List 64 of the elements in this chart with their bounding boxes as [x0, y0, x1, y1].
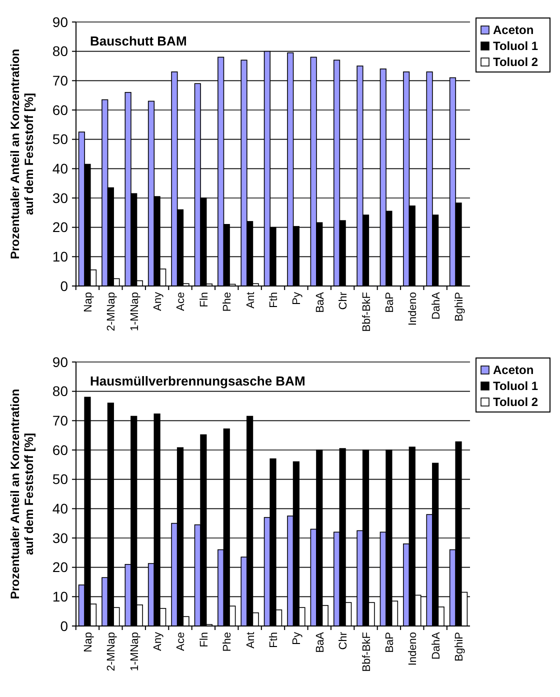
x-tick-label: BaA	[314, 291, 326, 313]
x-tick-label: Phe	[222, 632, 234, 652]
x-tick-label: Ace	[175, 632, 188, 651]
x-tick-label: Indeno	[407, 292, 420, 326]
y-tick-label: 0	[60, 618, 68, 634]
x-tick-label: DahA	[430, 631, 442, 660]
x-tick-label: Any	[152, 632, 164, 651]
x-tick-label: Any	[152, 292, 164, 311]
x-tick-label: BghiP	[454, 632, 466, 662]
legend-label: Aceton	[493, 363, 534, 377]
x-tick-label: Bbf-BkF	[360, 292, 373, 332]
x-tick-label: 1-MNap	[128, 292, 141, 332]
y-tick-label: 0	[60, 278, 68, 294]
y-tick-label: 70	[52, 72, 68, 89]
legend-label: Toluol 1	[493, 39, 538, 53]
x-tick-label: Py	[291, 632, 304, 645]
x-tick-label: Nap	[82, 632, 94, 652]
y-tick-label: 10	[52, 248, 68, 265]
x-tick-label: Ace	[175, 292, 188, 311]
x-tick-label: Chr	[338, 292, 350, 310]
x-tick-label: BaP	[384, 632, 396, 653]
x-tick-label: Fth	[268, 292, 280, 308]
y-tick-label: 40	[52, 160, 68, 177]
x-tick-label: Phe	[222, 292, 234, 312]
y-tick-label: 30	[52, 530, 68, 546]
y-tick-label: 20	[52, 559, 68, 576]
text: Hausmüllverbrennungsasche BAM	[90, 373, 306, 388]
y-tick-label: 10	[52, 588, 68, 605]
x-tick-label: BaA	[314, 631, 326, 653]
y-tick-label: 50	[52, 131, 68, 148]
y-tick-label: 60	[52, 102, 68, 118]
x-tick-label: Fln	[198, 632, 210, 648]
y-axis-title: Prozentualer Anteil an Konzentration auf dem Feststoff [%]	[8, 48, 36, 260]
x-tick-label: 2-MNap	[106, 632, 118, 672]
x-tick-label: Ant	[244, 292, 257, 309]
y-tick-label: 50	[52, 471, 68, 488]
y-tick-label: 40	[52, 500, 68, 517]
legend-label: Toluol 1	[493, 379, 538, 393]
y-tick-label: 30	[52, 190, 68, 206]
y-tick-label: 70	[52, 412, 68, 429]
x-tick-label: Indeno	[407, 632, 420, 666]
y-tick-label: 90	[52, 354, 68, 370]
legend-label: Aceton	[493, 23, 534, 37]
x-tick-label: Py	[291, 292, 304, 305]
x-tick-label: 2-MNap	[106, 292, 118, 332]
x-tick-label: DahA	[430, 291, 442, 320]
y-tick-label: 80	[52, 383, 68, 400]
x-tick-label: BaP	[384, 292, 396, 313]
x-tick-label: Chr	[338, 632, 350, 650]
text: Bauschutt BAM	[90, 33, 187, 48]
y-tick-label: 90	[52, 14, 68, 30]
x-tick-label: Nap	[82, 292, 94, 312]
y-axis-title: Prozentualer Anteil an Konzentration auf dem Feststoff [%]	[8, 388, 36, 600]
x-tick-label: Ant	[244, 632, 257, 649]
x-tick-label: Fln	[198, 292, 210, 308]
x-tick-label: BghiP	[454, 292, 466, 322]
y-tick-label: 80	[52, 43, 68, 60]
x-tick-label: Fth	[268, 632, 280, 648]
x-tick-label: 1-MNap	[128, 632, 141, 672]
legend-label: Toluol 2	[493, 55, 538, 69]
y-tick-label: 60	[52, 442, 68, 458]
y-tick-label: 20	[52, 219, 68, 236]
legend-label: Toluol 2	[493, 395, 538, 409]
x-tick-label: Bbf-BkF	[360, 632, 373, 672]
